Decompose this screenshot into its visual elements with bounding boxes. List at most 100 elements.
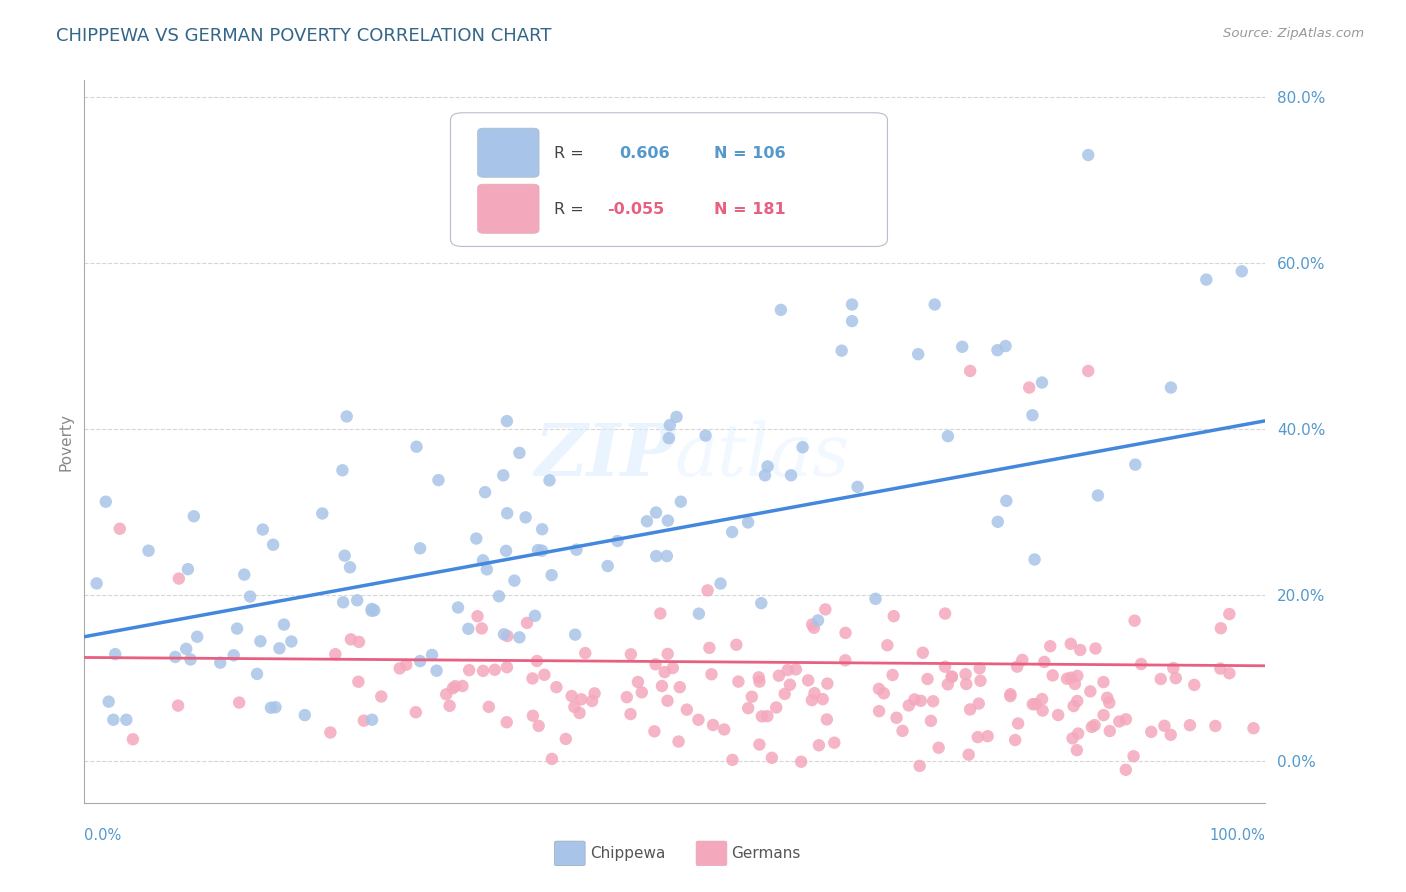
Point (1000, 687, 1022, 701)
Point (564, 700, 586, 714)
Point (1243, 721, 1265, 735)
Point (226, 622, 249, 636)
Point (458, 663, 481, 677)
Point (911, 646, 934, 660)
Point (669, 494, 692, 508)
Point (688, 713, 710, 727)
Point (873, 686, 896, 700)
Point (606, 534, 628, 549)
Point (209, 656, 232, 670)
Point (699, 640, 721, 655)
Point (441, 681, 464, 696)
Point (526, 654, 548, 668)
Point (444, 679, 467, 693)
Point (636, 514, 658, 528)
Point (574, 646, 596, 660)
Point (1164, 671, 1187, 685)
Point (1031, 692, 1053, 706)
Point (967, 697, 990, 711)
Point (619, 707, 641, 722)
Point (565, 542, 588, 557)
Point (995, 493, 1018, 508)
Point (657, 647, 679, 661)
Point (907, 347, 929, 361)
Point (538, 474, 561, 488)
Point (1033, 655, 1056, 669)
Point (233, 567, 256, 582)
Point (1123, 458, 1146, 472)
Point (569, 692, 592, 706)
Point (1209, 662, 1232, 676)
Point (941, 670, 963, 684)
Point (886, 711, 908, 725)
Point (474, 485, 496, 500)
Point (831, 343, 853, 358)
Point (797, 673, 820, 688)
Point (868, 681, 890, 696)
Point (662, 661, 685, 675)
Point (581, 694, 603, 708)
Point (165, 649, 187, 664)
Point (815, 676, 838, 690)
Point (1063, 698, 1085, 713)
Point (779, 678, 801, 692)
Point (1163, 661, 1185, 675)
Point (1056, 672, 1078, 686)
Text: Source: ZipAtlas.com: Source: ZipAtlas.com (1223, 27, 1364, 40)
Point (561, 689, 583, 703)
Point (934, 659, 956, 673)
Point (776, 663, 799, 677)
Point (108, 522, 131, 536)
Point (246, 666, 269, 681)
Point (1204, 719, 1226, 733)
Point (695, 428, 717, 442)
Point (332, 595, 354, 609)
Point (643, 724, 665, 739)
Point (138, 543, 160, 558)
Point (167, 698, 190, 713)
Point (1081, 720, 1104, 734)
Point (1160, 728, 1182, 742)
Point (721, 753, 744, 767)
Point (882, 668, 904, 682)
Point (841, 297, 863, 311)
Point (650, 607, 672, 621)
Point (346, 593, 368, 607)
Point (496, 414, 519, 428)
Point (294, 708, 316, 723)
Point (665, 409, 688, 424)
Point (658, 418, 681, 433)
Point (1218, 607, 1240, 621)
Point (800, 693, 823, 707)
Point (801, 617, 824, 632)
Point (167, 572, 190, 586)
Point (457, 622, 479, 636)
Point (264, 700, 287, 714)
Point (496, 629, 519, 643)
Point (554, 731, 576, 746)
Point (409, 541, 432, 556)
Point (713, 723, 735, 737)
Point (596, 559, 619, 574)
Point (700, 667, 723, 681)
Point (1011, 653, 1033, 667)
Point (865, 591, 887, 606)
Point (186, 630, 208, 644)
Point (1178, 718, 1201, 732)
Point (955, 677, 977, 691)
Point (1095, 690, 1118, 705)
FancyBboxPatch shape (696, 841, 727, 865)
Point (1067, 726, 1090, 740)
Point (531, 522, 554, 536)
Point (484, 663, 506, 677)
Point (183, 509, 205, 524)
Point (1077, 364, 1099, 378)
Point (1018, 380, 1040, 394)
Point (434, 687, 457, 701)
Point (910, 694, 932, 708)
Point (748, 738, 770, 752)
Point (1092, 708, 1115, 723)
Point (1024, 552, 1046, 566)
Point (1123, 614, 1146, 628)
Point (1230, 264, 1253, 278)
